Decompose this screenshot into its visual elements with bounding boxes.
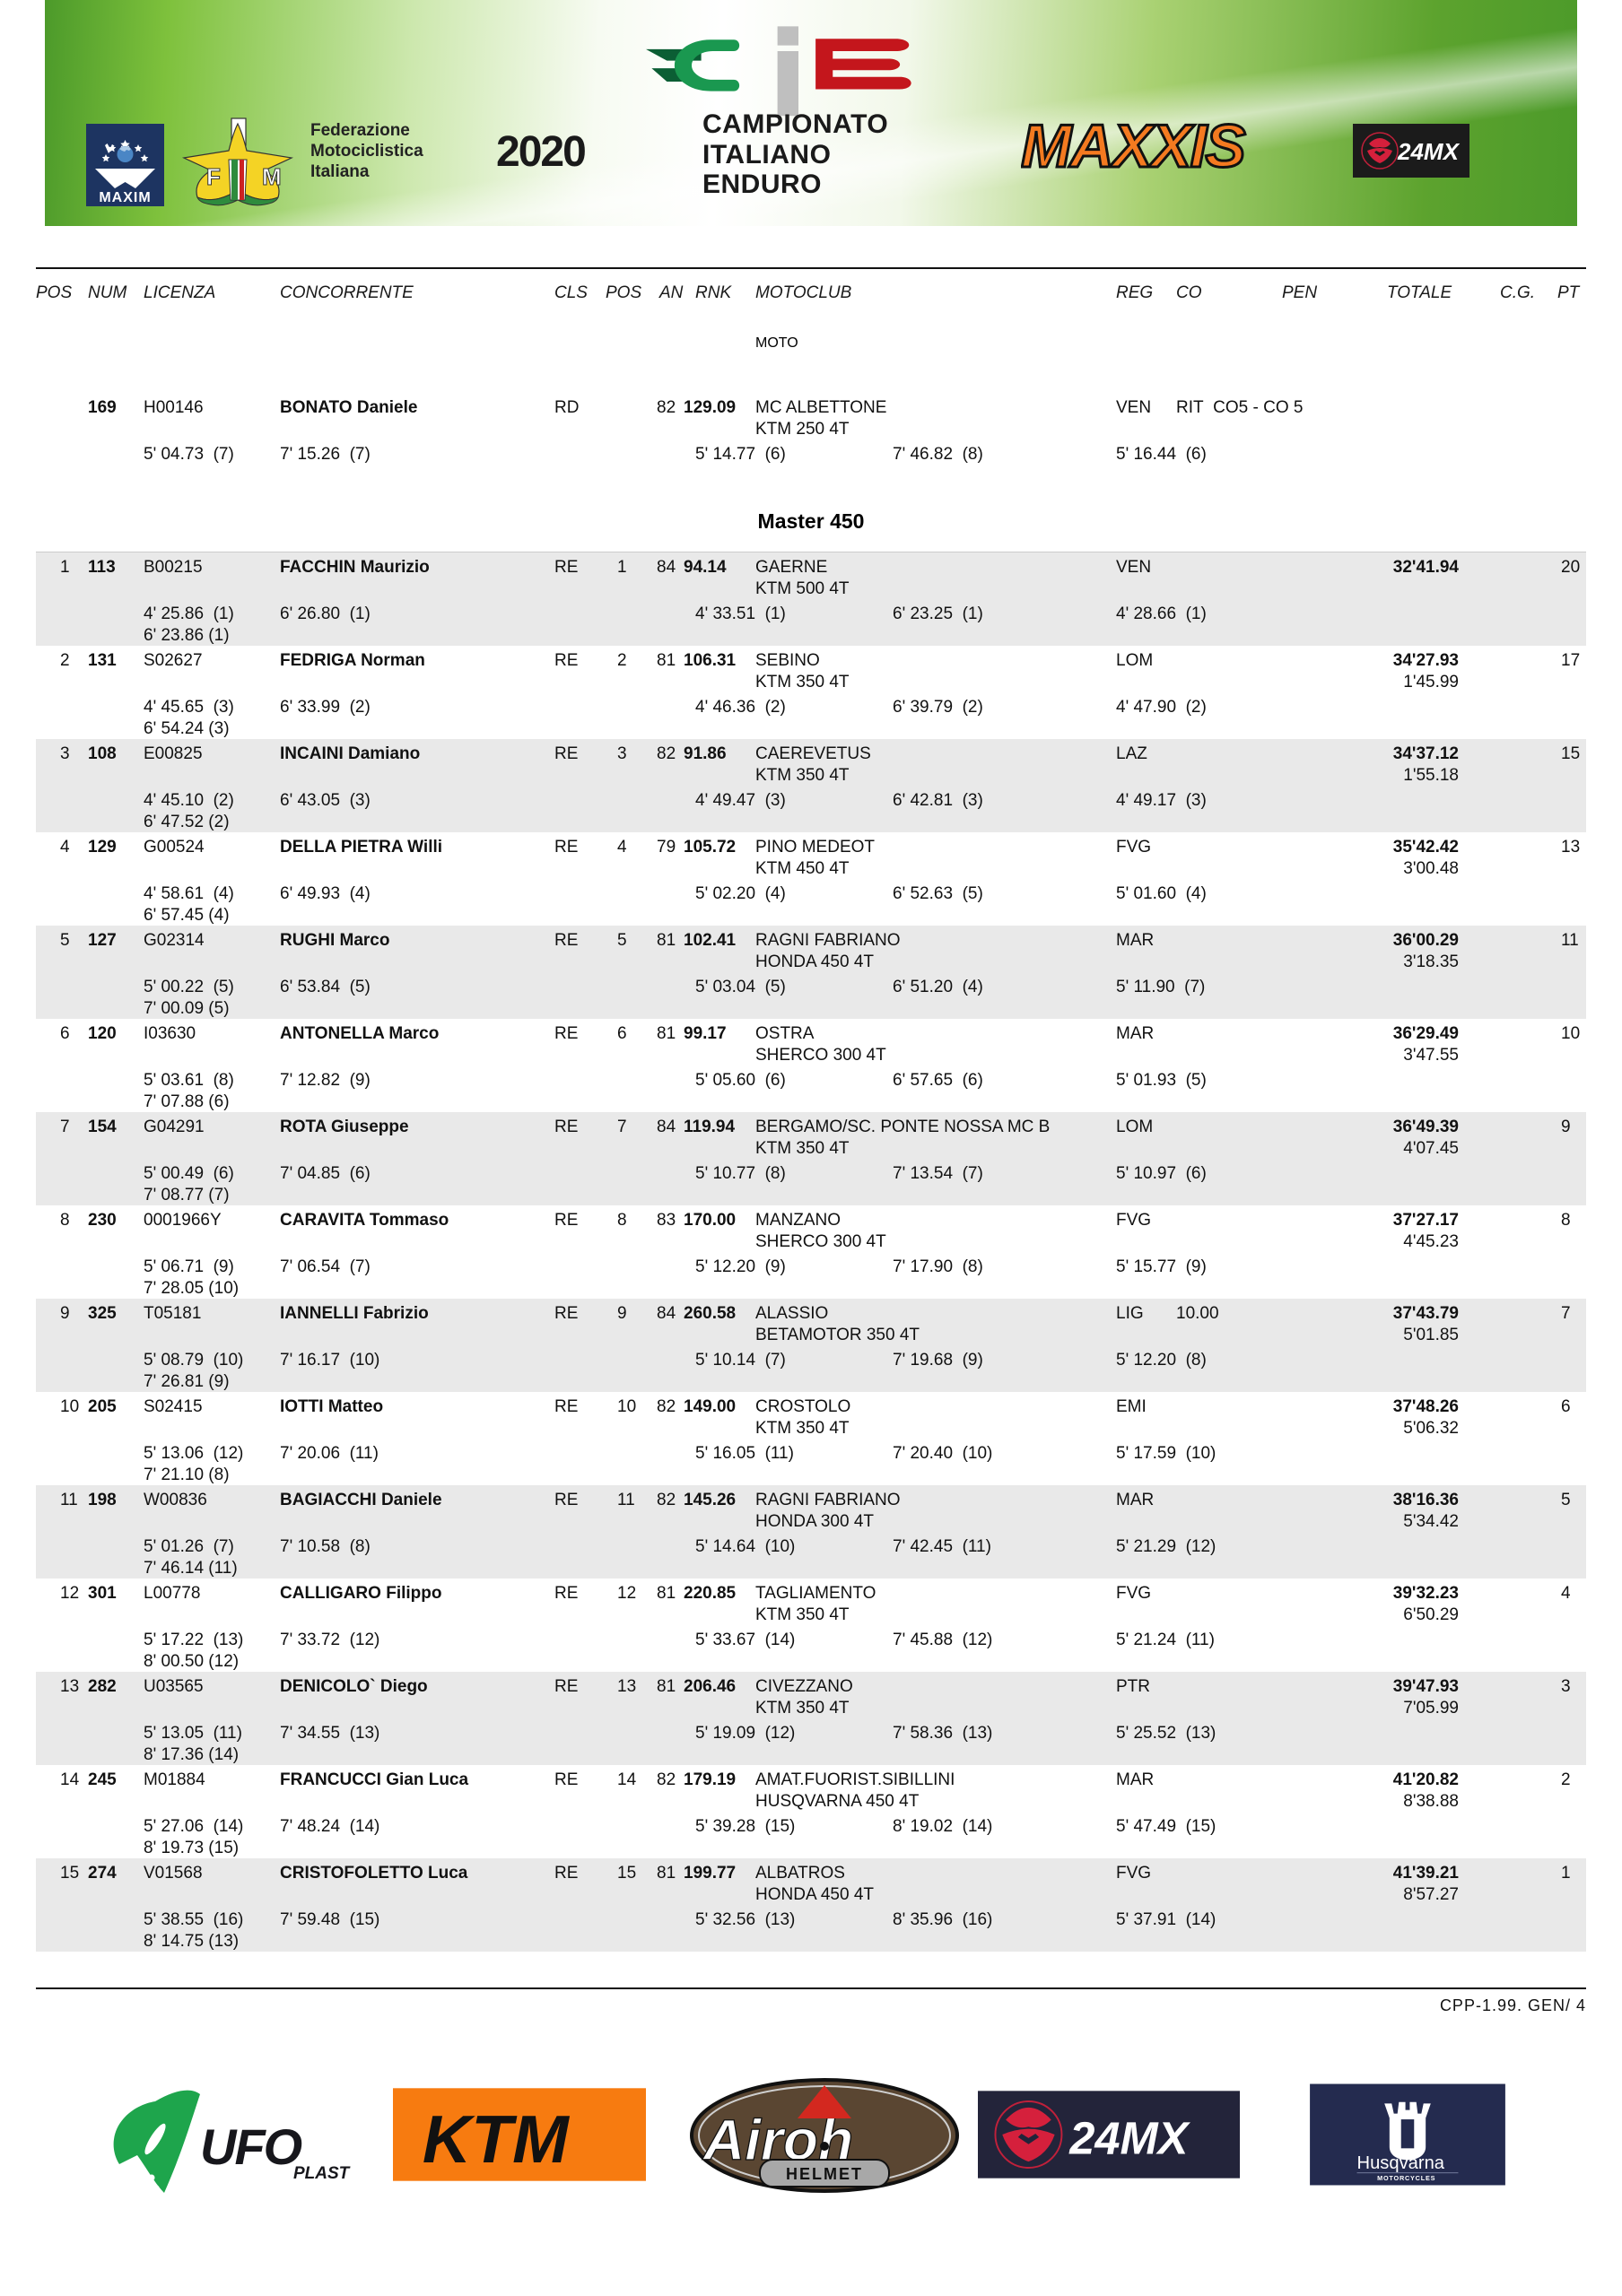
svg-text:PLAST: PLAST [293,2164,351,2183]
svg-text:MAXIM: MAXIM [99,190,151,205]
svg-text:Husqvarna: Husqvarna [1357,2153,1445,2173]
svg-text:MAXXIS: MAXXIS [1021,115,1245,180]
svg-text:UFO: UFO [200,2118,302,2175]
svg-text:HELMET: HELMET [786,2165,863,2183]
svg-text:2020: 2020 [496,128,585,176]
svg-text:24MX: 24MX [1068,2112,1190,2163]
svg-text:24MX: 24MX [1397,138,1461,165]
svg-text:MOTORCYCLES: MOTORCYCLES [1377,2174,1435,2182]
svg-text:F: F [206,163,221,190]
svg-text:KTM: KTM [423,2101,570,2177]
svg-text:M: M [262,163,282,190]
